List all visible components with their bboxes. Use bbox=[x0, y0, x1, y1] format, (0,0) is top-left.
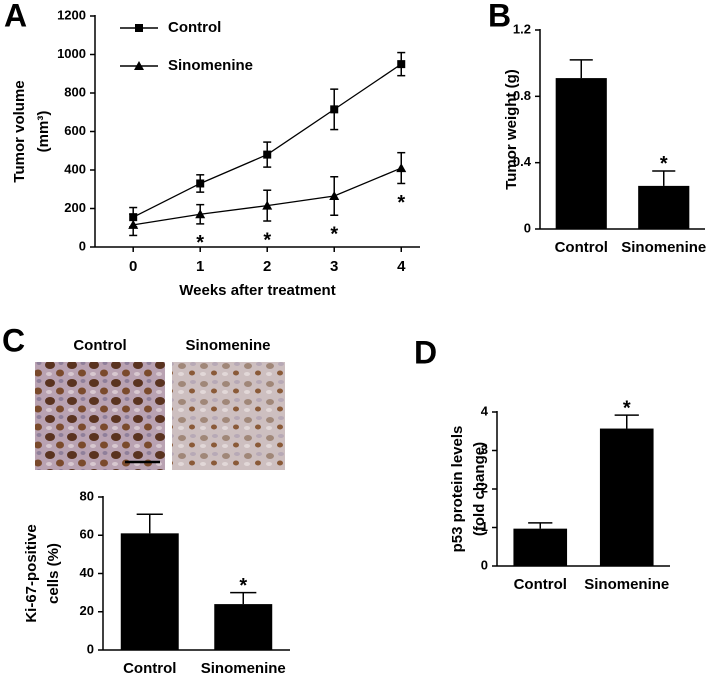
y-tick-label: 2 bbox=[481, 480, 488, 495]
y-tick-label: 1.2 bbox=[513, 21, 531, 36]
significance: * bbox=[239, 575, 247, 597]
x-tick-label: 3 bbox=[330, 258, 338, 275]
y-tick-label: 1 bbox=[481, 519, 488, 534]
marker bbox=[263, 150, 272, 159]
marker bbox=[396, 163, 407, 173]
legend-label: Control bbox=[168, 19, 221, 36]
y-axis-label: Ki-67-positive bbox=[23, 524, 40, 622]
marker bbox=[128, 219, 139, 229]
panel-letter: C bbox=[2, 322, 25, 358]
y-tick-label: 600 bbox=[64, 123, 86, 138]
y-tick-label: 20 bbox=[80, 603, 94, 618]
x-tick-label: 2 bbox=[263, 258, 271, 275]
y-axis-label: Tumor weight (g) bbox=[503, 69, 520, 190]
y-axis-label: Tumor volume bbox=[11, 80, 28, 182]
y-tick-label: 4 bbox=[481, 403, 489, 418]
marker bbox=[195, 209, 206, 219]
y-axis-label: (fold change) bbox=[471, 442, 488, 536]
y-tick-label: 3 bbox=[481, 442, 488, 457]
y-tick-label: 0 bbox=[524, 220, 531, 235]
y-tick-label: 0 bbox=[79, 238, 86, 253]
y-axis-label: cells (%) bbox=[45, 543, 62, 604]
panel-letter: B bbox=[488, 0, 511, 33]
x-tick-label: Control bbox=[123, 660, 176, 676]
micrograph-sinomenine bbox=[172, 362, 285, 470]
y-tick-label: 40 bbox=[80, 565, 94, 580]
y-tick-label: 400 bbox=[64, 161, 86, 176]
bar bbox=[638, 185, 690, 229]
marker bbox=[330, 105, 339, 114]
y-axis-label: (mm³) bbox=[35, 111, 52, 153]
bar bbox=[555, 78, 607, 229]
y-axis-label: p53 protein levels bbox=[449, 426, 466, 553]
significance: * bbox=[263, 229, 271, 251]
x-axis-label: Weeks after treatment bbox=[179, 282, 335, 299]
marker bbox=[397, 60, 406, 69]
bar bbox=[214, 604, 273, 650]
marker bbox=[262, 200, 273, 210]
y-tick-label: 1000 bbox=[57, 46, 86, 61]
y-tick-label: 80 bbox=[80, 488, 94, 503]
legend-label: Sinomenine bbox=[168, 57, 253, 74]
x-tick-label: 0 bbox=[129, 258, 137, 275]
y-tick-label: 0 bbox=[87, 641, 94, 656]
marker bbox=[329, 190, 340, 200]
significance: * bbox=[397, 192, 405, 214]
marker bbox=[196, 179, 205, 188]
marker bbox=[135, 24, 143, 32]
marker bbox=[134, 61, 144, 70]
significance: * bbox=[660, 153, 668, 175]
bar bbox=[513, 528, 568, 566]
x-tick-label: Sinomenine bbox=[621, 239, 706, 256]
y-tick-label: 1200 bbox=[57, 7, 86, 22]
significance: * bbox=[196, 232, 204, 254]
y-tick-label: 60 bbox=[80, 527, 94, 542]
x-tick-label: Sinomenine bbox=[201, 660, 286, 676]
significance: * bbox=[623, 397, 631, 419]
y-tick-label: 800 bbox=[64, 84, 86, 99]
y-tick-label: 0.8 bbox=[513, 88, 531, 103]
panel-letter: D bbox=[414, 334, 437, 370]
micrograph-control bbox=[35, 362, 165, 470]
bar bbox=[599, 428, 654, 566]
significance: * bbox=[330, 224, 338, 246]
x-tick-label: Sinomenine bbox=[584, 576, 669, 593]
y-tick-label: 0.4 bbox=[513, 154, 532, 169]
x-tick-label: Control bbox=[514, 576, 567, 593]
x-tick-label: 1 bbox=[196, 258, 204, 275]
y-tick-label: 0 bbox=[481, 557, 488, 572]
panel-letter: A bbox=[4, 0, 27, 33]
x-tick-label: 4 bbox=[397, 258, 406, 275]
bar bbox=[120, 533, 179, 650]
x-tick-label: Control bbox=[555, 239, 608, 256]
image-label: Sinomenine bbox=[185, 337, 270, 354]
image-label: Control bbox=[73, 337, 126, 354]
y-tick-label: 200 bbox=[64, 200, 86, 215]
